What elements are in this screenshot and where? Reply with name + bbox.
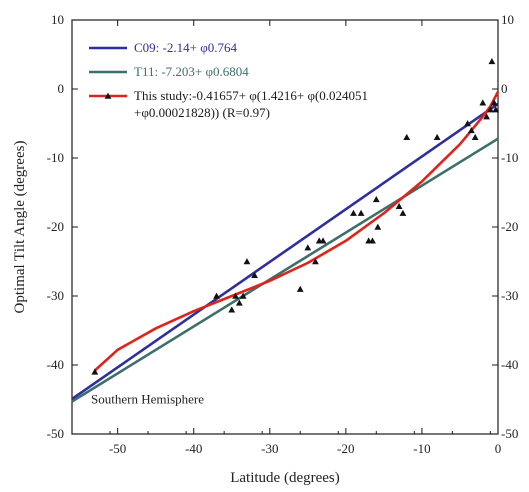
data-point (433, 133, 441, 141)
data-point (319, 237, 327, 244)
data-point (374, 223, 382, 230)
y-tick-label-right: 0 (501, 81, 508, 96)
y-tick-label: -30 (47, 288, 64, 303)
data-point (479, 99, 487, 106)
data-point (239, 292, 247, 299)
y-tick-label: 10 (51, 12, 64, 27)
series-line (93, 91, 500, 372)
hemisphere-annotation: Southern Hemisphere (91, 392, 204, 407)
data-point (213, 292, 220, 299)
y-tick-label-right: 10 (501, 12, 514, 27)
y-tick-label: -10 (47, 150, 64, 165)
legend-label: C09: -2.14+ φ0.764 (134, 40, 237, 55)
legend: C09: -2.14+ φ0.764 T11: -7.203+ φ0.6804 Th… (89, 40, 368, 120)
x-axis-title: Latitude (degrees) (230, 470, 340, 486)
x-tick-label: -40 (185, 441, 202, 456)
data-point (488, 58, 496, 65)
data-point (369, 237, 376, 244)
series-1 (71, 137, 499, 403)
series-layer (71, 58, 500, 403)
data-point (471, 133, 479, 141)
data-point (296, 285, 304, 292)
data-point (91, 368, 99, 375)
legend-label: +φ0.00021828)) (R=0.97) (134, 105, 270, 120)
y-tick-label-right: -30 (501, 288, 518, 303)
data-point (243, 258, 251, 265)
data-point (467, 127, 475, 134)
y-tick-label: 0 (58, 81, 65, 96)
data-point (232, 292, 239, 299)
y-tick-label-right: -50 (501, 426, 518, 441)
data-point (372, 196, 380, 203)
data-point (486, 106, 494, 113)
data-point (464, 120, 471, 127)
y-tick-label-right: -10 (501, 150, 518, 165)
data-point (399, 209, 407, 216)
data-point (483, 113, 490, 120)
data-point (228, 306, 236, 313)
data-point (350, 209, 357, 216)
x-tick-label: -10 (413, 441, 430, 456)
series-3 (91, 58, 500, 375)
y-axis-title: Optimal Tilt Angle (degrees) (12, 141, 28, 314)
x-tick-label: -20 (337, 441, 354, 456)
y-tick-label: -50 (47, 426, 64, 441)
data-point (235, 299, 243, 306)
legend-marker (104, 92, 112, 99)
x-tick-label: -50 (109, 441, 126, 456)
series-0 (71, 102, 499, 401)
x-tick-label: 0 (495, 441, 502, 456)
data-point (312, 258, 319, 265)
legend-label: T11: -7.203+ φ0.6804 (134, 64, 249, 79)
plot-area-frame (71, 19, 499, 435)
y-tick-label-right: -40 (501, 357, 518, 372)
y-tick-label-right: -20 (501, 219, 518, 234)
data-point (403, 133, 411, 141)
data-point (304, 244, 312, 251)
legend-label: This study:-0.41657+ φ(1.4216+ φ(0.02405… (134, 88, 368, 103)
data-point (251, 271, 258, 279)
y-tick-label: -20 (47, 219, 64, 234)
data-point (490, 99, 498, 106)
x-tick-label: -30 (261, 441, 278, 456)
y-axis-right: 10 0 -10 -20 -30 -40 -50 (492, 12, 518, 441)
series-2 (93, 91, 500, 372)
y-axis-left: 10 0 -10 -20 -30 -40 -50 (47, 12, 78, 441)
x-axis: -50 -40 -30 -20 -10 0 (71, 20, 502, 456)
series-line (71, 137, 499, 403)
data-point (492, 106, 500, 113)
series-line (71, 102, 499, 401)
y-tick-label: -40 (47, 357, 64, 372)
data-point (395, 202, 403, 210)
data-point (357, 209, 365, 216)
